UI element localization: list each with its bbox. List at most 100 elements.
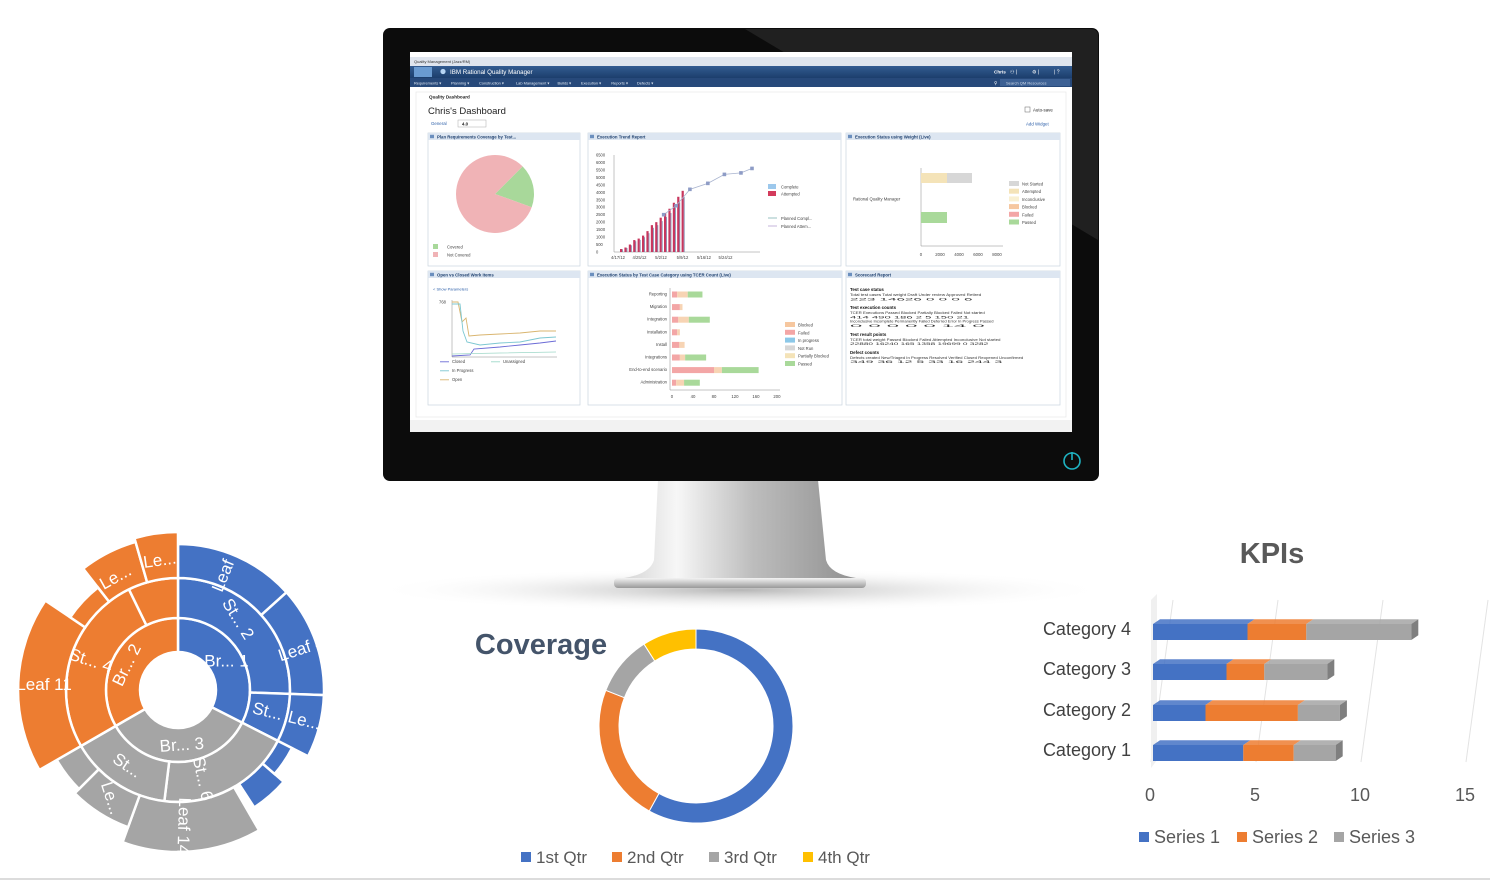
- user-name[interactable]: Chris: [994, 70, 1006, 75]
- y-tick-4000: 4000: [596, 190, 606, 195]
- planned-point: [750, 166, 754, 171]
- y-tick-2500: 2500: [596, 212, 606, 217]
- execution-trend-header: [588, 133, 841, 140]
- nav-item-requirements[interactable]: Requirements ▾: [414, 81, 441, 86]
- x-tick-40: 40: [691, 394, 696, 399]
- add-widget-link[interactable]: Add Widget: [1026, 122, 1049, 127]
- trend-bar: [628, 244, 631, 252]
- scorecard-row: 414 490 186 2 5 150 21: [850, 315, 969, 319]
- show-parameters-link[interactable]: < Show Parameters: [433, 287, 468, 292]
- category-label-category-4: Category 4: [1043, 619, 1131, 639]
- scorecard-row: Inconclusive Incomplete Permanently Fail…: [850, 320, 994, 324]
- category-bar-segment: [672, 291, 678, 298]
- nav-item-execution[interactable]: Execution ▾: [581, 81, 601, 86]
- kpi-bar-side: [1411, 619, 1419, 640]
- kpi-bar-top-series-2: [1226, 659, 1272, 664]
- x-tick-15: 15: [1455, 785, 1475, 805]
- y-tick-top: 768: [439, 300, 447, 305]
- monitor-base: [614, 578, 866, 588]
- scorecard-row: TCER Executions Passed Blocked Partially…: [850, 311, 985, 315]
- y-tick-4500: 4500: [596, 182, 606, 187]
- power-icon[interactable]: [1063, 452, 1081, 470]
- pie-slice-not-covered: [456, 155, 532, 233]
- kpi-bar-top-series-1: [1153, 659, 1234, 664]
- legend-label-in-progress: In Progress: [452, 368, 473, 373]
- tab-general[interactable]: General: [431, 121, 447, 126]
- in-progress-line: [452, 303, 557, 346]
- version-select[interactable]: [457, 119, 487, 128]
- nav-item-construction[interactable]: Construction ▾: [479, 81, 504, 86]
- category-bar-segment: [677, 291, 688, 298]
- category-label: Rational Quality Manager: [853, 197, 901, 202]
- legend-label-attempted: Attempted: [781, 192, 800, 197]
- kpi-bar-top-series-3: [1297, 700, 1347, 705]
- kpi-bar-top-series-2: [1205, 700, 1305, 705]
- legend-label-passed: Passed: [798, 362, 813, 367]
- x-tick-5: 5: [1250, 785, 1260, 805]
- legend-label-series-1: Series 1: [1154, 827, 1220, 847]
- nav-menu: Requirements ▾ Planning ▾ Construction ▾ La…: [414, 81, 653, 86]
- monitor-shadow: [370, 568, 1110, 612]
- legend-swatch-covered: [433, 244, 438, 249]
- trend-bar: [650, 225, 653, 252]
- legend-label-failed: Failed: [798, 330, 810, 335]
- bar-passed: [921, 212, 947, 223]
- people-icon[interactable]: ⚇ |: [1010, 70, 1017, 76]
- nav-item-lab-management[interactable]: Lab Management ▾: [516, 81, 549, 86]
- app-header: [410, 66, 1072, 78]
- trend-bar-complete: [661, 221, 663, 252]
- y-tick-6500: 6500: [596, 153, 606, 158]
- category-install: Install: [656, 342, 667, 347]
- nav-item-builds[interactable]: Builds ▾: [558, 81, 572, 86]
- category-bar-segment: [677, 329, 680, 336]
- plan-coverage-title: Plan Requirements Coverage by Test...: [437, 134, 516, 139]
- legend-label-not-covered: Not Covered: [447, 253, 471, 258]
- trend-bar-complete: [626, 247, 628, 252]
- exec-by-category-icon: [590, 272, 594, 277]
- x-tick-200: 200: [773, 394, 781, 399]
- tab-version[interactable]: 4.0: [462, 122, 469, 127]
- legend-swatch-2nd-qtr: [612, 852, 622, 862]
- bar-not-started: [947, 173, 972, 183]
- label-br3: Br... 3: [159, 734, 205, 756]
- rqm-logo-icon: [440, 68, 446, 75]
- home-icon[interactable]: [414, 67, 432, 77]
- legend-swatch-failed: [1009, 211, 1019, 217]
- nav-item-planning[interactable]: Planning ▾: [451, 81, 469, 86]
- search-field[interactable]: [1000, 79, 1070, 86]
- search-input[interactable]: Search QM Resources: [1006, 81, 1046, 86]
- kpi-bar-series-1: [1153, 624, 1248, 640]
- help-icon[interactable]: | ?: [1054, 70, 1060, 76]
- monitor-stand: [614, 480, 866, 582]
- kpi-bar-top-series-1: [1153, 740, 1251, 745]
- legend-swatch-passed: [785, 361, 795, 366]
- legend-swatch-not-run: [785, 345, 795, 351]
- autosave-checkbox[interactable]: [1024, 106, 1031, 113]
- kpi-bar-side: [1327, 659, 1335, 680]
- settings-icon[interactable]: ⚙ |: [1032, 70, 1039, 76]
- kpis-bar-chart: Category 1 Category 2 Category 3 Category 4…: [1043, 594, 1489, 847]
- kpi-bar-series-3: [1293, 745, 1336, 761]
- trend-bar: [681, 190, 684, 252]
- category-bar-segment: [679, 341, 685, 348]
- exec-status-weight-icon: [848, 134, 852, 139]
- planned-point: [661, 212, 666, 217]
- category-end-to-end-scenario: End-to-end scenario: [629, 367, 667, 372]
- trend-bar-complete: [670, 213, 672, 252]
- legend-label-partially-blocked: Partially Blocked: [798, 354, 830, 359]
- kpi-bar-series-3: [1297, 705, 1340, 721]
- legend-swatch-not-started: [1009, 181, 1019, 186]
- kpis-title: KPIs: [1240, 538, 1304, 570]
- legend-label-blocked: Blocked: [1022, 205, 1038, 210]
- x-tick-120: 120: [731, 394, 739, 399]
- legend-swatch-partially-blocked: [785, 353, 795, 359]
- nav-item-reports[interactable]: Reports ▾: [611, 81, 628, 86]
- kpi-bar-series-2: [1205, 705, 1298, 721]
- trend-bar-complete: [666, 217, 667, 252]
- nav-item-defects[interactable]: Defects ▾: [637, 81, 653, 86]
- kpi-bar-top-series-1: [1153, 700, 1213, 705]
- search-icon[interactable]: ⚲: [994, 81, 997, 86]
- donut-slice-4th-qtr: [643, 628, 697, 662]
- category-bar-segment: [679, 354, 686, 361]
- planned-point: [674, 203, 678, 208]
